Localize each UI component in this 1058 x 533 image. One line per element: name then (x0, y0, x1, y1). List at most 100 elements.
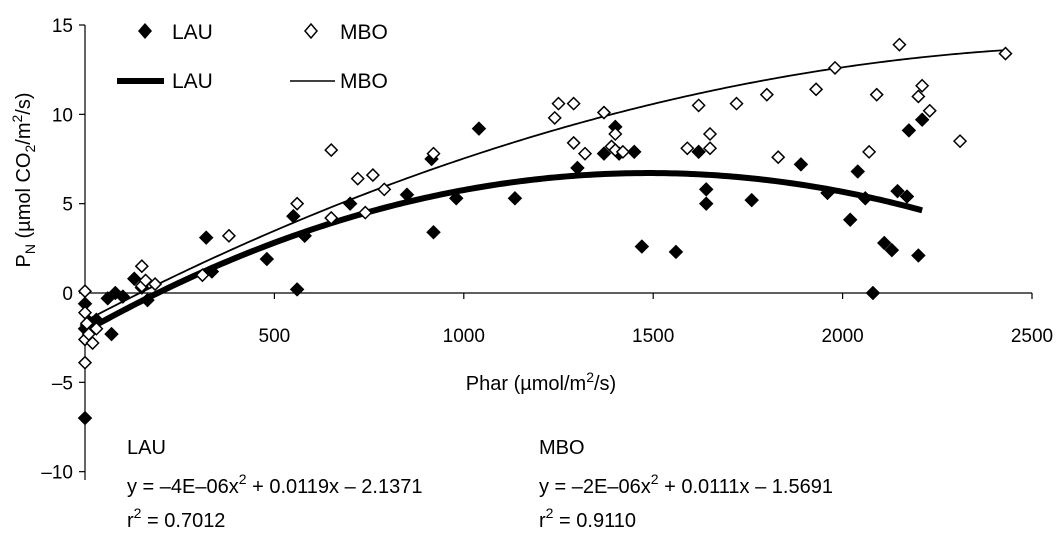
mbo-data-point (892, 37, 907, 52)
mbo-data-point (869, 87, 884, 102)
lau-data-point (842, 212, 858, 228)
mbo-equation-block: MBO y = –2E–06x2 + 0.0111x – 1.5691 r2 =… (539, 437, 833, 532)
lau-data-point (399, 187, 415, 203)
mbo-data-point (148, 277, 163, 292)
mbo-data-point (77, 355, 93, 370)
lau-data-point (448, 190, 464, 206)
lau-data-point (865, 285, 881, 301)
x-tick-label: 1500 (632, 326, 674, 347)
mbo-data-point (290, 196, 305, 211)
mbo-data-point (998, 46, 1013, 61)
mbo-data-point (771, 150, 786, 165)
mbo-data-point (862, 144, 877, 159)
mbo-data-point (195, 268, 210, 283)
open-diamond-icon (304, 22, 318, 40)
mbo-data-point (608, 143, 623, 158)
legend-label: LAU (172, 21, 213, 44)
y-tick-label: 15 (52, 16, 73, 37)
lau-data-point (911, 248, 926, 263)
legend-item-lau-fit: LAU (117, 70, 213, 93)
lau-data-point (426, 224, 441, 240)
lau-data-point (901, 123, 917, 138)
mbo-equation: y = –2E–06x2 + 0.0111x – 1.5691 (539, 471, 833, 498)
legend-item-mbo-fit: MBO (290, 70, 388, 93)
mbo-data-point (221, 228, 237, 243)
y-tick-label: 10 (52, 105, 73, 126)
lau-data-point (914, 112, 930, 128)
lau-data-point (890, 183, 905, 199)
lau-r-squared: r2 = 0.7012 (127, 505, 225, 532)
mbo-data-point (365, 168, 380, 183)
mbo-data-point (615, 144, 630, 159)
mbo-data-point (350, 171, 365, 186)
lau-data-point (899, 189, 915, 204)
lau-equation-block: LAU y = –4E–06x2 + 0.0119x – 2.1371 r2 =… (127, 437, 422, 532)
lau-data-point (857, 190, 873, 206)
mbo-data-point (85, 335, 100, 351)
mbo-data-point (324, 143, 339, 158)
lau-data-point (570, 160, 585, 176)
lau-data-point (698, 196, 714, 212)
mbo-equation-title: MBO (539, 437, 585, 459)
lau-data-point (285, 208, 301, 224)
legend-item-mbo-points: MBO (304, 21, 388, 44)
lau-data-point (77, 410, 93, 426)
lau-data-point (744, 192, 760, 208)
lau-data-point (691, 144, 707, 160)
lau-data-point (507, 190, 523, 206)
legend-label: MBO (340, 70, 388, 93)
x-tick-label: 2000 (821, 326, 863, 347)
legend-item-lau-points: LAU (138, 21, 213, 44)
lau-data-point (626, 144, 642, 160)
mbo-data-point (809, 82, 824, 97)
axis-ticks: –10 –5 0 5 10 15 500 1000 1500 2000 2500 (41, 16, 1053, 484)
mbo-data-point (911, 89, 926, 104)
mbo-data-point (551, 96, 566, 111)
lau-data-point (793, 157, 809, 172)
y-tick-label: 5 (62, 195, 73, 216)
mbo-data-point (324, 210, 339, 226)
lau-data-point (126, 271, 142, 287)
x-axis-title: Phar (µmol/m2/s) (466, 369, 616, 395)
lau-data-point (876, 235, 892, 251)
mbo-data-point (827, 60, 843, 75)
mbo-r-squared: r2 = 0.9110 (539, 505, 636, 532)
mbo-data-point (915, 78, 930, 93)
mbo-data-point (702, 141, 718, 156)
x-tick-label: 1000 (443, 326, 485, 347)
lau-data-point (596, 146, 612, 161)
mbo-data-point (608, 126, 623, 142)
mbo-data-point (680, 141, 695, 156)
mbo-data-point (952, 134, 968, 149)
lau-data-point (698, 182, 714, 197)
mbo-data-point (134, 259, 149, 274)
lau-data-point (198, 230, 214, 245)
lau-data-point (289, 282, 305, 297)
mbo-data-point (922, 103, 937, 118)
y-tick-label: –5 (52, 373, 73, 394)
lau-fit-line (83, 170, 923, 334)
mbo-data-point (377, 182, 392, 197)
lau-data-point (259, 251, 275, 267)
lau-data-point (668, 244, 684, 260)
lau-equation: y = –4E–06x2 + 0.0119x – 2.1371 (127, 471, 422, 498)
data-points (77, 37, 1013, 426)
lau-data-point (820, 185, 835, 201)
mbo-data-point (729, 96, 744, 111)
mbo-data-point (566, 96, 581, 111)
legend-label: MBO (340, 21, 388, 44)
mbo-data-point (358, 205, 373, 220)
lau-data-point (104, 326, 119, 342)
legend-label: LAU (172, 70, 213, 93)
mbo-data-point (577, 146, 593, 161)
mbo-data-point (547, 110, 562, 125)
y-axis-title: PN (µmol CO2/m2/s) (9, 92, 38, 267)
lau-data-point (115, 289, 131, 304)
lau-data-point (297, 228, 313, 244)
y-tick-label: 0 (62, 284, 73, 305)
y-tick-label: –10 (41, 463, 73, 484)
mbo-data-point (89, 321, 104, 336)
lau-data-point (634, 239, 650, 254)
mbo-data-point (702, 126, 718, 142)
lau-data-point (471, 121, 487, 136)
